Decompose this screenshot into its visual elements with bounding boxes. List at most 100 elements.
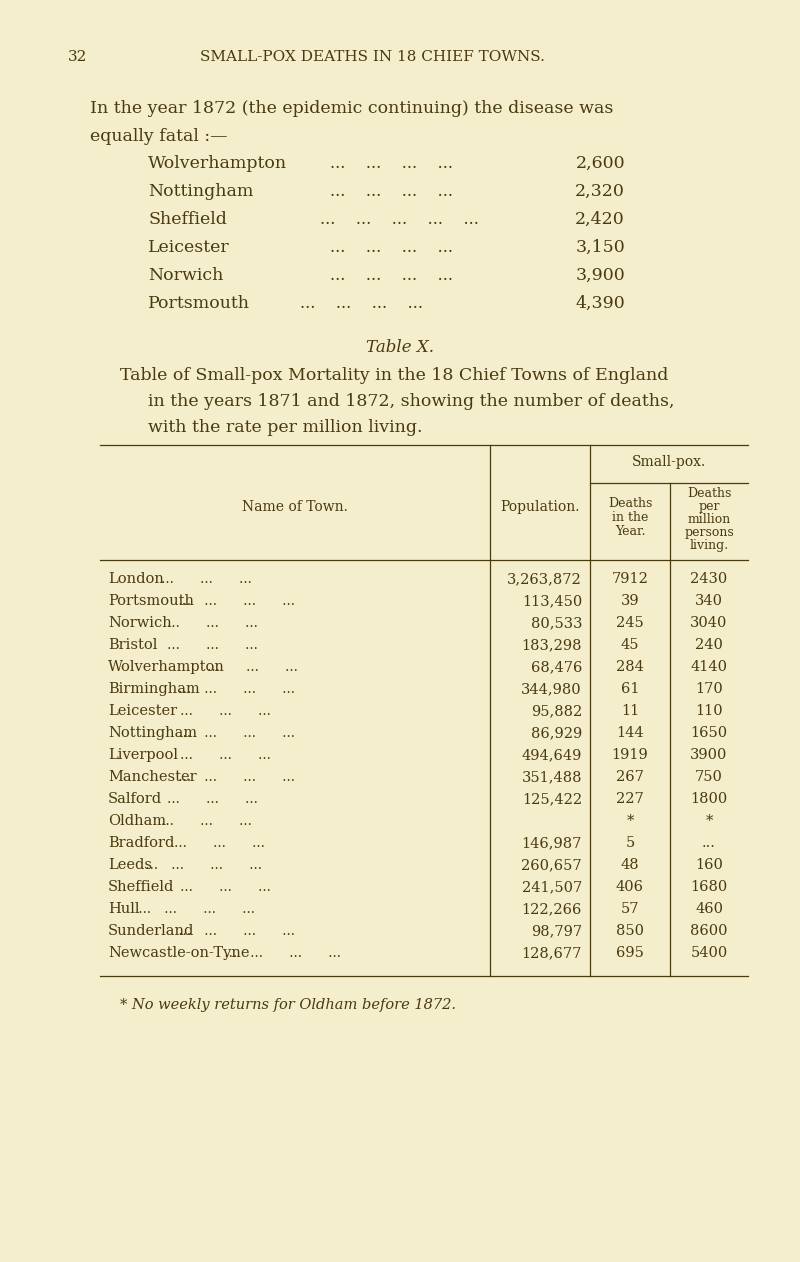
Text: living.: living. xyxy=(690,539,729,551)
Text: ...   ...      ...      ...: ... ... ... ... xyxy=(134,902,255,916)
Text: ...   ...      ...      ...: ... ... ... ... xyxy=(174,726,295,740)
Text: million: million xyxy=(687,512,730,526)
Text: Bristol: Bristol xyxy=(108,639,158,652)
Text: ...      ...      ...: ... ... ... xyxy=(167,704,271,718)
Text: 695: 695 xyxy=(616,946,644,960)
Text: ...    ...    ...    ...: ... ... ... ... xyxy=(300,295,423,312)
Text: 160: 160 xyxy=(695,858,723,872)
Text: 3040: 3040 xyxy=(690,616,728,630)
Text: In the year 1872 (the epidemic continuing) the disease was: In the year 1872 (the epidemic continuin… xyxy=(90,100,614,117)
Text: 344,980: 344,980 xyxy=(522,681,582,697)
Text: ...      ...      ...: ... ... ... xyxy=(147,814,251,828)
Text: Leeds: Leeds xyxy=(108,858,152,872)
Text: 32: 32 xyxy=(68,50,87,64)
Text: Leicester: Leicester xyxy=(148,239,230,256)
Text: Nottingham: Nottingham xyxy=(148,183,254,199)
Text: ...   ...      ...      ...: ... ... ... ... xyxy=(174,770,295,784)
Text: ...      ...      ...: ... ... ... xyxy=(154,616,258,630)
Text: 57: 57 xyxy=(621,902,639,916)
Text: Deaths: Deaths xyxy=(687,487,731,500)
Text: 144: 144 xyxy=(616,726,644,740)
Text: 1919: 1919 xyxy=(612,748,648,762)
Text: 2430: 2430 xyxy=(690,572,728,586)
Text: 494,649: 494,649 xyxy=(522,748,582,762)
Text: 260,657: 260,657 xyxy=(522,858,582,872)
Text: 45: 45 xyxy=(621,639,639,652)
Text: 98,797: 98,797 xyxy=(531,924,582,938)
Text: Hull: Hull xyxy=(108,902,139,916)
Text: Sheffield: Sheffield xyxy=(148,211,227,228)
Text: Norwich: Norwich xyxy=(148,268,223,284)
Text: 146,987: 146,987 xyxy=(522,835,582,851)
Text: ...    ...    ...    ...    ...: ... ... ... ... ... xyxy=(320,211,479,228)
Text: Table X.: Table X. xyxy=(366,339,434,356)
Text: * No weekly returns for Oldham before 1872.: * No weekly returns for Oldham before 18… xyxy=(120,998,456,1012)
Text: 2,420: 2,420 xyxy=(575,211,625,228)
Text: Birmingham: Birmingham xyxy=(108,681,200,697)
Text: ...   ...      ...      ...: ... ... ... ... xyxy=(220,946,341,960)
Text: 460: 460 xyxy=(695,902,723,916)
Text: 2,320: 2,320 xyxy=(575,183,625,199)
Text: Sunderland: Sunderland xyxy=(108,924,194,938)
Text: per: per xyxy=(698,500,720,512)
Text: Liverpool: Liverpool xyxy=(108,748,178,762)
Text: ...      ...      ...: ... ... ... xyxy=(167,748,271,762)
Text: Wolverhampton: Wolverhampton xyxy=(108,660,225,674)
Text: Bradford: Bradford xyxy=(108,835,174,851)
Text: ...   ...      ...      ...: ... ... ... ... xyxy=(141,858,262,872)
Text: ...   ...      ...      ...: ... ... ... ... xyxy=(174,924,295,938)
Text: Salford: Salford xyxy=(108,793,162,806)
Text: 183,298: 183,298 xyxy=(522,639,582,652)
Text: 170: 170 xyxy=(695,681,723,697)
Text: 3,263,872: 3,263,872 xyxy=(507,572,582,586)
Text: 3900: 3900 xyxy=(690,748,728,762)
Text: in the: in the xyxy=(612,511,648,524)
Text: ...   ...      ...      ...: ... ... ... ... xyxy=(174,594,295,608)
Text: Oldham: Oldham xyxy=(108,814,166,828)
Text: 61: 61 xyxy=(621,681,639,697)
Text: SMALL-POX DEATHS IN 18 CHIEF TOWNS.: SMALL-POX DEATHS IN 18 CHIEF TOWNS. xyxy=(200,50,545,64)
Text: ...      ...      ...: ... ... ... xyxy=(154,793,258,806)
Text: ...    ...    ...    ...: ... ... ... ... xyxy=(330,183,453,199)
Text: 48: 48 xyxy=(621,858,639,872)
Text: 406: 406 xyxy=(616,880,644,893)
Text: Sheffield: Sheffield xyxy=(108,880,174,893)
Text: 351,488: 351,488 xyxy=(522,770,582,784)
Text: ...    ...    ...    ...: ... ... ... ... xyxy=(330,268,453,284)
Text: Name of Town.: Name of Town. xyxy=(242,500,348,514)
Text: Deaths: Deaths xyxy=(608,497,652,510)
Text: 3,150: 3,150 xyxy=(575,239,625,256)
Text: 5400: 5400 xyxy=(690,946,728,960)
Text: 750: 750 xyxy=(695,770,723,784)
Text: 850: 850 xyxy=(616,924,644,938)
Text: ...      ...      ...: ... ... ... xyxy=(194,660,298,674)
Text: Wolverhampton: Wolverhampton xyxy=(148,155,287,172)
Text: persons: persons xyxy=(684,526,734,539)
Text: 3,900: 3,900 xyxy=(575,268,625,284)
Text: *: * xyxy=(706,814,713,828)
Text: 1680: 1680 xyxy=(690,880,728,893)
Text: 245: 245 xyxy=(616,616,644,630)
Text: Population.: Population. xyxy=(500,500,580,514)
Text: ...   ...      ...      ...: ... ... ... ... xyxy=(174,681,295,697)
Text: in the years 1871 and 1872, showing the number of deaths,: in the years 1871 and 1872, showing the … xyxy=(148,392,674,410)
Text: 241,507: 241,507 xyxy=(522,880,582,893)
Text: with the rate per million living.: with the rate per million living. xyxy=(148,419,422,435)
Text: *: * xyxy=(626,814,634,828)
Text: 11: 11 xyxy=(621,704,639,718)
Text: 125,422: 125,422 xyxy=(522,793,582,806)
Text: ...: ... xyxy=(702,835,716,851)
Text: 267: 267 xyxy=(616,770,644,784)
Text: equally fatal :—: equally fatal :— xyxy=(90,127,227,145)
Text: ...      ...      ...: ... ... ... xyxy=(154,639,258,652)
Text: Manchester: Manchester xyxy=(108,770,197,784)
Text: Portsmouth: Portsmouth xyxy=(108,594,194,608)
Text: Year.: Year. xyxy=(614,525,646,538)
Text: Table of Small-pox Mortality in the 18 Chief Towns of England: Table of Small-pox Mortality in the 18 C… xyxy=(120,367,668,384)
Text: 1650: 1650 xyxy=(690,726,727,740)
Text: 86,929: 86,929 xyxy=(530,726,582,740)
Text: 128,677: 128,677 xyxy=(522,946,582,960)
Text: ...    ...    ...    ...: ... ... ... ... xyxy=(330,155,453,172)
Text: 2,600: 2,600 xyxy=(575,155,625,172)
Text: Newcastle-on-Tyne: Newcastle-on-Tyne xyxy=(108,946,250,960)
